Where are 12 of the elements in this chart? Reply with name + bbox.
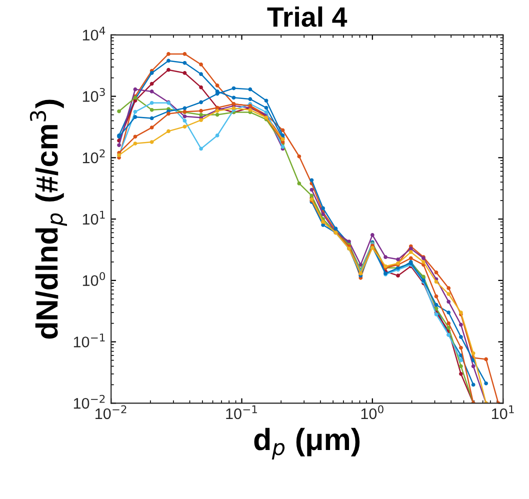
chart-title: Trial 4: [267, 6, 348, 27]
y-tick-label: 10$^{−1}$: [74, 334, 105, 348]
x-tick-label: 10$^{0}$: [361, 405, 384, 420]
y-axis-title: dN/dlnd$_{p}$ (#/cm$^{3}$): [30, 100, 67, 339]
x-tick-label: 10$^{1}$: [492, 405, 514, 420]
y-tick-label: 10$^{3}$: [82, 88, 105, 102]
y-tick-label: 10$^{1}$: [82, 210, 105, 225]
x-axis-title: d$_{p}$ (μm): [254, 428, 360, 460]
y-tick-label: 10$^{4}$: [82, 26, 106, 41]
y-tick-label: 10$^{0}$: [82, 272, 106, 286]
x-tick-label: 10$^{−1}$: [226, 405, 257, 420]
y-tick-label: 10$^{2}$: [82, 149, 105, 164]
